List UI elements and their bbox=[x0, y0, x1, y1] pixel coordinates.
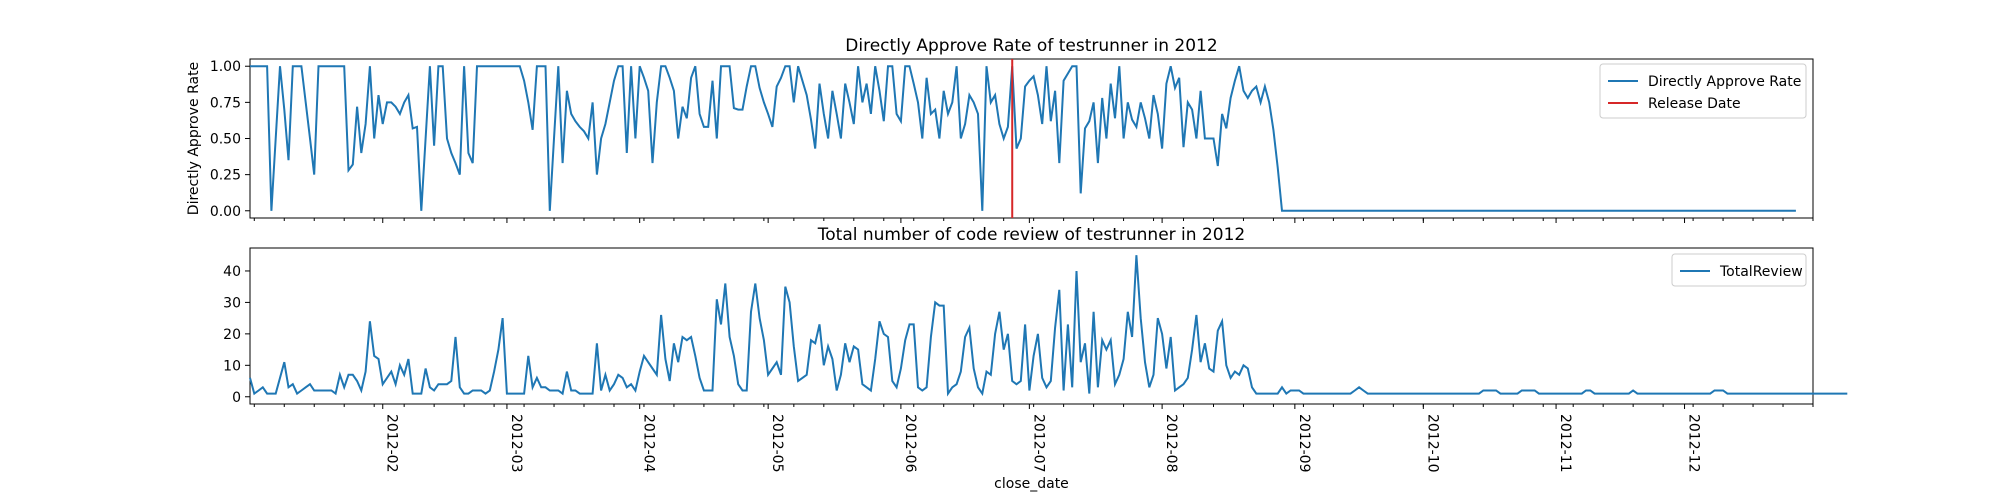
ytick-label: 30 bbox=[223, 295, 241, 311]
xtick-label: 2012-12 bbox=[1686, 414, 1702, 473]
legend-label-directly-approve-rate: Directly Approve Rate bbox=[1648, 74, 1801, 90]
total-review-legend-box bbox=[1671, 253, 1807, 287]
legend-label-total-review: TotalReview bbox=[1719, 264, 1803, 280]
xtick-label: 2012-03 bbox=[508, 414, 524, 473]
ytick-label: 1.00 bbox=[210, 59, 241, 75]
ytick-label: 20 bbox=[223, 327, 241, 343]
xtick-label: 2012-07 bbox=[1030, 414, 1046, 473]
xtick-label: 2012-06 bbox=[902, 414, 918, 473]
xtick-label: 2012-02 bbox=[384, 414, 400, 473]
axes-frame bbox=[249, 247, 1814, 405]
xtick-label: 2012-08 bbox=[1163, 414, 1179, 473]
approve-rate-ylabel: Directly Approve Rate bbox=[186, 62, 202, 215]
legend-label-release-date: Release Date bbox=[1648, 96, 1741, 112]
ytick-label: 0.25 bbox=[210, 168, 241, 184]
total-review-xlabel: close_date bbox=[994, 476, 1069, 492]
xtick-label: 2012-04 bbox=[641, 414, 657, 473]
ytick-label: 0.50 bbox=[210, 132, 241, 148]
total-review-series-line bbox=[249, 255, 1848, 397]
total-review-legend: TotalReview bbox=[1671, 253, 1807, 287]
approve-rate-panel: Directly Approve Rate of testrunner in 2… bbox=[186, 36, 1814, 223]
xtick-label: 2012-10 bbox=[1424, 414, 1440, 473]
approve-rate-title: Directly Approve Rate of testrunner in 2… bbox=[845, 36, 1217, 56]
total-review-axes bbox=[249, 247, 1814, 405]
ytick-label: 0.00 bbox=[210, 204, 241, 220]
approve-rate-legend-box bbox=[1599, 63, 1807, 119]
total-review-panel: Total number of code review of testrunne… bbox=[223, 225, 1848, 492]
approve-rate-yticks: 0.00 0.25 0.50 0.75 1.00 bbox=[210, 59, 250, 220]
axes-frame bbox=[249, 58, 1814, 219]
ytick-label: 10 bbox=[223, 358, 241, 374]
approve-rate-legend: Directly Approve Rate Release Date bbox=[1599, 63, 1807, 119]
total-review-xticks: 2012-02 2012-03 2012-04 2012-05 2012-06 2012-… bbox=[253, 404, 1814, 473]
total-review-yticks: 0 10 20 30 40 bbox=[223, 264, 250, 406]
xtick-label: 2012-11 bbox=[1557, 414, 1573, 473]
approve-rate-xticks bbox=[253, 218, 1814, 223]
xtick-label: 2012-09 bbox=[1296, 414, 1312, 473]
total-review-title: Total number of code review of testrunne… bbox=[817, 225, 1245, 245]
ytick-label: 0 bbox=[232, 390, 241, 406]
xtick-label: 2012-05 bbox=[769, 414, 785, 473]
ytick-label: 0.75 bbox=[210, 95, 241, 111]
ytick-label: 40 bbox=[223, 264, 241, 280]
approve-rate-axes bbox=[249, 58, 1814, 219]
approve-rate-series-line bbox=[250, 65, 1796, 212]
